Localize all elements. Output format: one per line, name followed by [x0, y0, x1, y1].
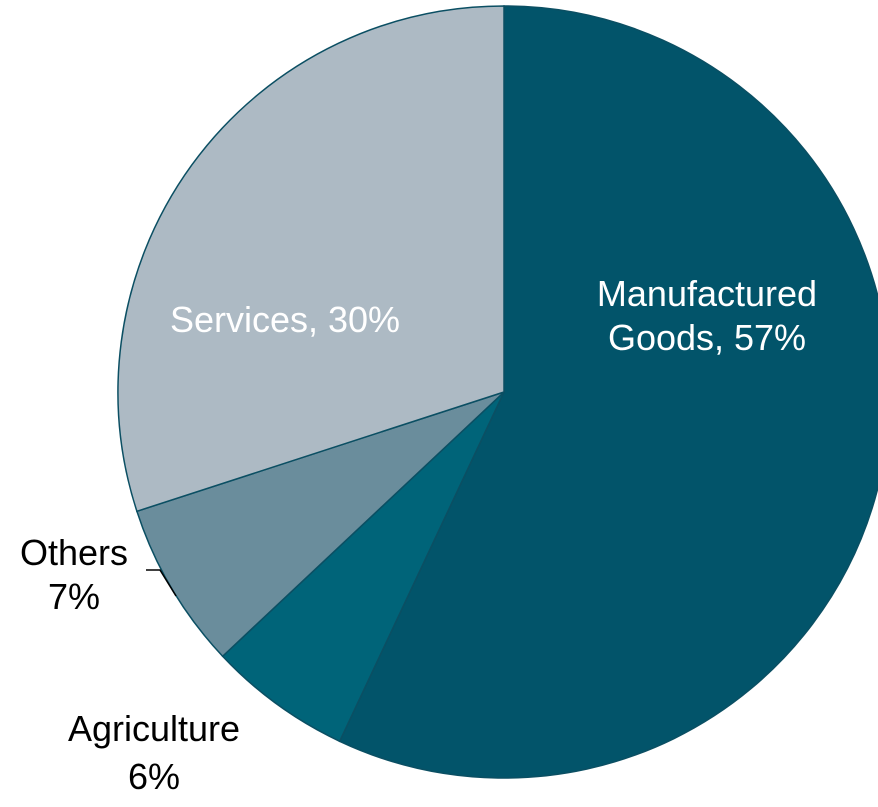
- leader-lines: [146, 569, 177, 597]
- slice-label-manufactured-goods: Manufactured Goods, 57%: [597, 273, 817, 358]
- pie-slice-services: [117, 5, 505, 513]
- slice-label-line: Manufactured: [597, 273, 817, 314]
- slice-label-line: Goods, 57%: [608, 317, 806, 358]
- slice-label-others: Others 7%: [20, 532, 128, 617]
- slice-label-line: 7%: [48, 576, 100, 617]
- leader-line-others: [146, 569, 177, 597]
- pie-slice-agriculture: [221, 391, 505, 743]
- slice-label-line: Others: [20, 532, 128, 573]
- slice-label-line: 6%: [128, 756, 180, 797]
- slice-label-line: Services, 30%: [170, 299, 400, 340]
- slice-label-services: Services, 30%: [170, 299, 400, 340]
- slice-labels: Manufactured Goods, 57% Agriculture 6% Other…: [20, 273, 817, 797]
- pie-slice-manufactured-goods: [338, 5, 878, 779]
- slice-label-agriculture: Agriculture 6%: [68, 708, 240, 797]
- pie-slices: [117, 5, 878, 779]
- slice-label-line: Agriculture: [68, 708, 240, 749]
